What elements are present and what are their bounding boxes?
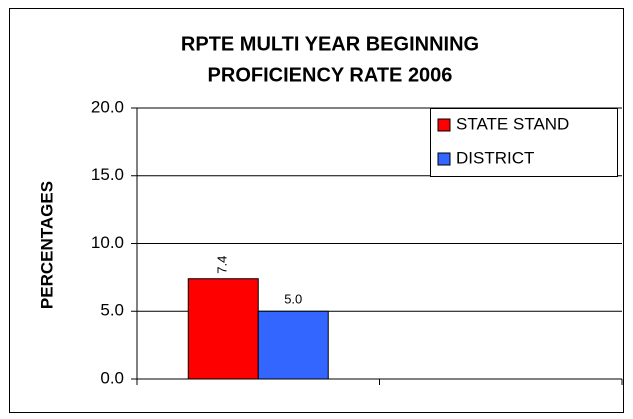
data-label: 7.4 [215, 256, 230, 274]
bar [257, 310, 329, 380]
legend-box [430, 108, 618, 177]
legend-swatch [437, 152, 451, 166]
chart-title: PROFICIENCY RATE 2006 [208, 64, 453, 86]
chart-title: RPTE MULTI YEAR BEGINNING [181, 33, 479, 55]
legend-swatch [437, 118, 451, 132]
y-tick-label: 0.0 [100, 368, 124, 387]
y-axis-label: PERCENTAGES [37, 181, 56, 309]
y-tick-label: 10.0 [91, 233, 124, 252]
bar [187, 278, 259, 380]
y-tick-label: 5.0 [100, 301, 124, 320]
y-tick-label: 20.0 [91, 97, 124, 116]
data-label: 5.0 [284, 292, 302, 307]
legend-label: DISTRICT [456, 148, 534, 167]
legend-label: STATE STAND [456, 114, 569, 133]
y-tick-label: 15.0 [91, 165, 124, 184]
